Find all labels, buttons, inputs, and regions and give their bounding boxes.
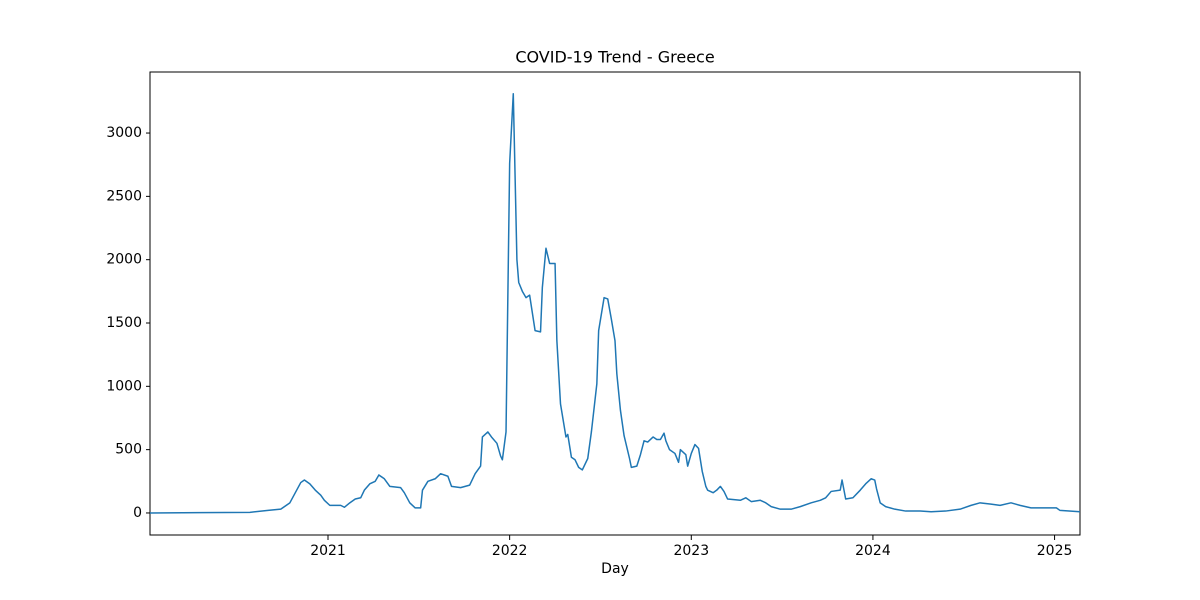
data-line [149,93,1081,514]
chart-title: COVID-19 Trend - Greece [515,48,714,67]
y-tick-label: 500 [115,442,142,458]
y-tick-label: 1500 [106,315,142,331]
x-tick-label: 2025 [1037,543,1073,559]
y-tick-label: 1000 [106,378,142,394]
y-tick-label: 2500 [106,188,142,204]
x-tick-label: 2022 [492,543,528,559]
y-tick-label: 0 [133,505,142,521]
x-tick-label: 2021 [310,543,346,559]
y-tick-label: 3000 [106,125,142,141]
x-tick-label: 2024 [855,543,891,559]
x-tick-label: 2023 [673,543,709,559]
x-axis-label: Day [601,561,629,577]
plot-frame [149,71,1081,536]
y-tick-label: 2000 [106,252,142,268]
